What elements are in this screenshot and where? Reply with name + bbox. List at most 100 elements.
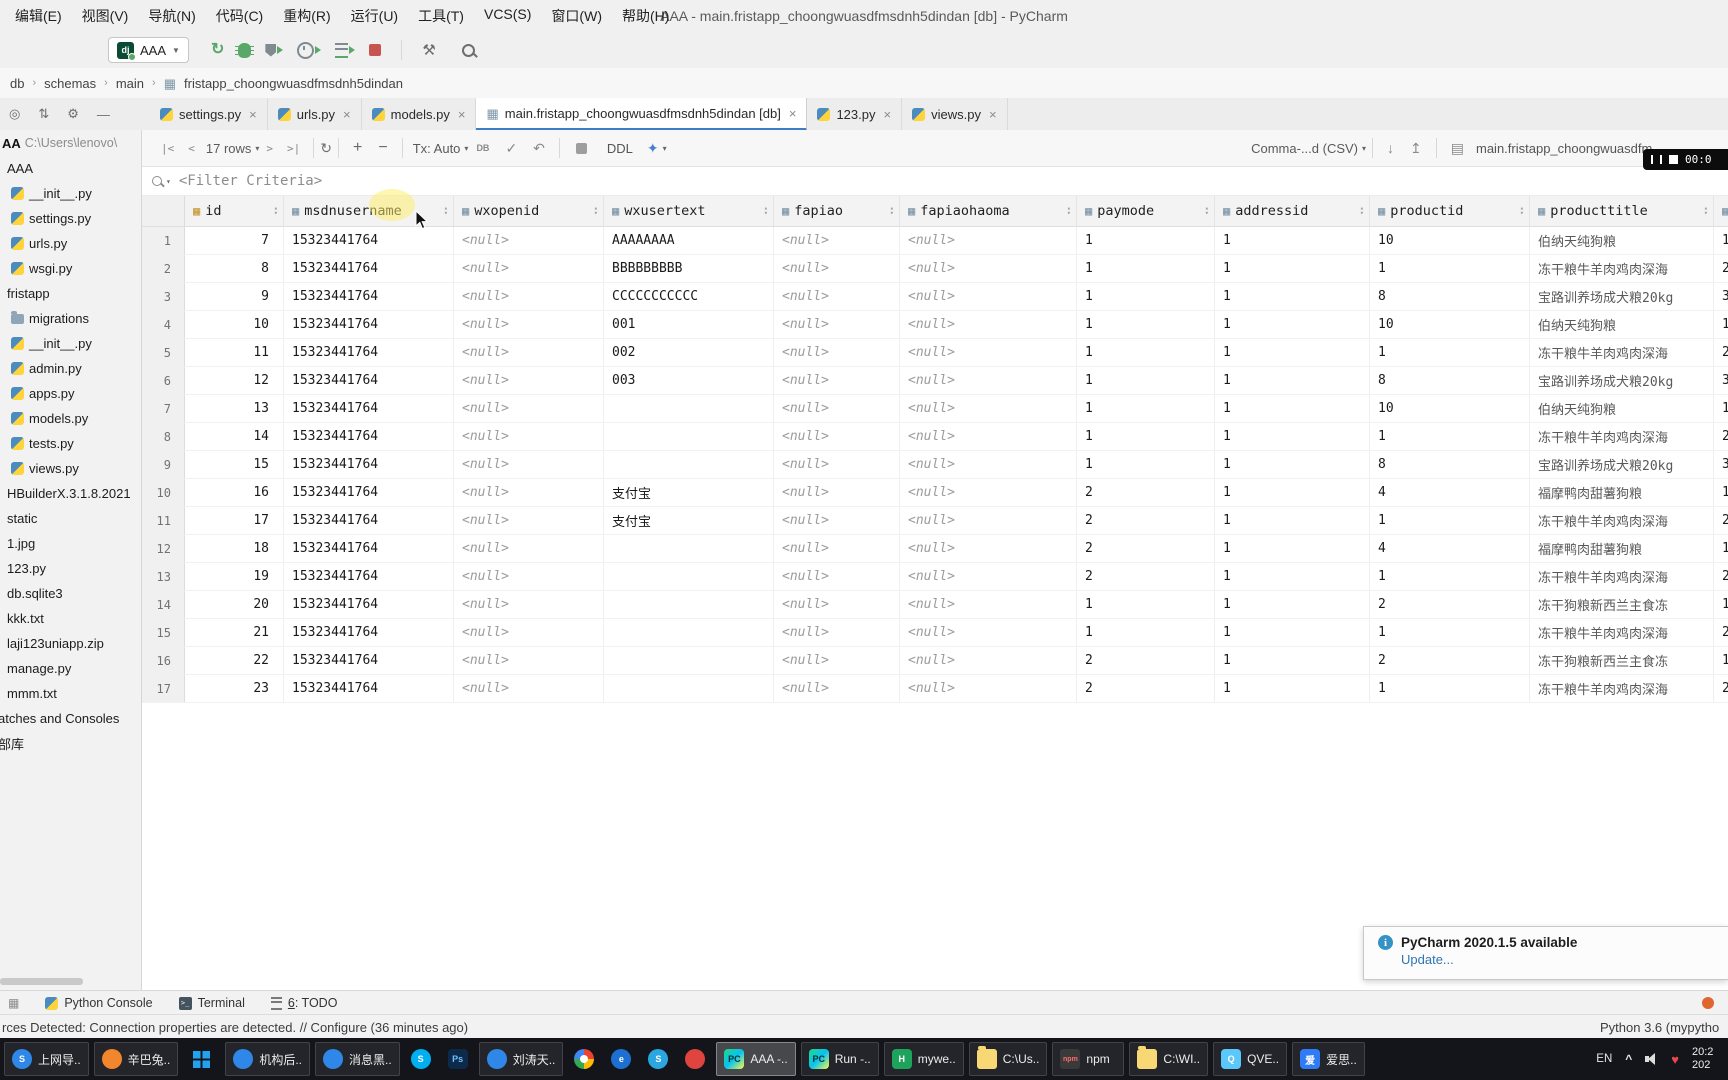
cell-paymode[interactable]: 1 [1077, 395, 1215, 422]
cell-paymode[interactable]: 2 [1077, 647, 1215, 674]
cell-wxusertext[interactable] [604, 395, 774, 422]
cell-producttitle[interactable]: 宝路训养场成犬粮20kg [1530, 283, 1714, 310]
cell-producttitle[interactable]: 冻干粮牛羊肉鸡肉深海 [1530, 423, 1714, 450]
commit-icon[interactable]: ✓ [505, 139, 518, 156]
cell-addressid[interactable]: 1 [1215, 619, 1370, 646]
cell-fapiaohaoma[interactable]: <null> [900, 423, 1077, 450]
cell-productid[interactable]: 10 [1370, 311, 1530, 338]
cell-wxopenid[interactable]: <null> [454, 591, 604, 618]
project-header[interactable]: AA C:\Users\lenovo\ [0, 130, 141, 156]
cell-extra[interactable]: 3 [1714, 451, 1728, 478]
stop-icon[interactable] [1669, 155, 1678, 164]
transaction-mode-selector[interactable]: Tx: Auto [412, 140, 461, 156]
cell-addressid[interactable]: 1 [1215, 227, 1370, 254]
table-row[interactable]: 9 15 15323441764 <null> <null> <null> 1 1 8 宝路训养场… [142, 451, 1728, 479]
table-row[interactable]: 8 14 15323441764 <null> <null> <null> 1 1 1 冻干粮牛羊… [142, 423, 1728, 451]
cell-paymode[interactable]: 2 [1077, 479, 1215, 506]
cell-productid[interactable]: 1 [1370, 507, 1530, 534]
cell-producttitle[interactable]: 伯纳天纯狗粮 [1530, 227, 1714, 254]
cell-paymode[interactable]: 1 [1077, 339, 1215, 366]
cell-addressid[interactable]: 1 [1215, 283, 1370, 310]
run-concurrency-button[interactable] [335, 42, 356, 58]
column-header-id[interactable]: ▦ id ▴ ▾ [185, 196, 284, 226]
cell-fapiaohaoma[interactable]: <null> [900, 311, 1077, 338]
taskbar-item-QVE..[interactable]: Q QVE.. [1213, 1042, 1288, 1076]
taskbar-item-辛巴兔..[interactable]: 辛巴兔.. [93, 1042, 179, 1076]
cell-msdnusername[interactable]: 15323441764 [284, 591, 454, 618]
cell-fapiaohaoma[interactable]: <null> [900, 535, 1077, 562]
cell-msdnusername[interactable]: 15323441764 [284, 619, 454, 646]
cell-productid[interactable]: 2 [1370, 647, 1530, 674]
cell-wxopenid[interactable]: <null> [454, 339, 604, 366]
cell-wxopenid[interactable]: <null> [454, 283, 604, 310]
cell-producttitle[interactable]: 宝路训养场成犬粮20kg [1530, 451, 1714, 478]
cell-fapiao[interactable]: <null> [774, 367, 900, 394]
cell-wxusertext[interactable]: CCCCCCCCCCC [604, 283, 774, 310]
aisi-tray-icon[interactable]: ♥ [1671, 1051, 1679, 1067]
run-coverage-button[interactable] [265, 43, 284, 57]
cell-productid[interactable]: 8 [1370, 283, 1530, 310]
tree-item-static[interactable]: static [0, 506, 141, 531]
cell-msdnusername[interactable]: 15323441764 [284, 227, 454, 254]
input-language-indicator[interactable]: EN [1596, 1053, 1613, 1065]
column-header-wxopenid[interactable]: ▦ wxopenid ▴ ▾ [454, 196, 604, 226]
cell-fapiaohaoma[interactable]: <null> [900, 367, 1077, 394]
cell-productid[interactable]: 1 [1370, 255, 1530, 282]
cell-paymode[interactable]: 1 [1077, 367, 1215, 394]
cell-paymode[interactable]: 2 [1077, 507, 1215, 534]
debug-button[interactable] [235, 42, 255, 58]
cell-wxopenid[interactable]: <null> [454, 367, 604, 394]
cell-addressid[interactable]: 1 [1215, 311, 1370, 338]
cell-id[interactable]: 19 [185, 563, 284, 590]
cell-wxusertext[interactable] [604, 675, 774, 702]
cell-id[interactable]: 10 [185, 311, 284, 338]
cell-fapiaohaoma[interactable]: <null> [900, 619, 1077, 646]
tree-item-manage.py[interactable]: manage.py [0, 656, 141, 681]
sort-icon[interactable]: ▴ ▾ [443, 204, 448, 217]
cell-producttitle[interactable]: 伯纳天纯狗粮 [1530, 311, 1714, 338]
tab-models.py[interactable]: models.py × [361, 98, 477, 130]
taskbar-item-red[interactable] [679, 1042, 711, 1076]
cell-addressid[interactable]: 1 [1215, 647, 1370, 674]
cell-wxopenid[interactable]: <null> [454, 451, 604, 478]
cell-productid[interactable]: 2 [1370, 591, 1530, 618]
cell-extra[interactable]: 1 [1714, 395, 1728, 422]
table-row[interactable]: 3 9 15323441764 <null> CCCCCCCCCCC <null> <nul… [142, 283, 1728, 311]
tree-item-migrations[interactable]: migrations [0, 306, 141, 331]
cell-addressid[interactable]: 1 [1215, 423, 1370, 450]
cell-addressid[interactable]: 1 [1215, 591, 1370, 618]
cell-fapiao[interactable]: <null> [774, 423, 900, 450]
cell-paymode[interactable]: 1 [1077, 619, 1215, 646]
cell-productid[interactable]: 10 [1370, 395, 1530, 422]
table-row[interactable]: 5 11 15323441764 <null> 002 <null> <null> 1 1 1 冻干… [142, 339, 1728, 367]
table-row[interactable]: 12 18 15323441764 <null> <null> <null> 2 1 4 福摩鸭肉… [142, 535, 1728, 563]
cell-productid[interactable]: 1 [1370, 675, 1530, 702]
taskbar-item-chrome[interactable] [568, 1042, 600, 1076]
cell-id[interactable]: 17 [185, 507, 284, 534]
sort-icon[interactable]: ▴ ▾ [593, 204, 598, 217]
table-row[interactable]: 15 21 15323441764 <null> <null> <null> 1 1 1 冻干粮牛… [142, 619, 1728, 647]
taskbar-item-消息黑..[interactable]: 消息黑.. [315, 1042, 400, 1076]
download-icon[interactable]: ↓ [1387, 140, 1395, 156]
python-console-button[interactable]: Python Console [45, 996, 153, 1010]
tree-item-apps.py[interactable]: apps.py [0, 381, 141, 406]
tree-item-kkk.txt[interactable]: kkk.txt [0, 606, 141, 631]
cell-wxusertext[interactable]: 002 [604, 339, 774, 366]
cell-msdnusername[interactable]: 15323441764 [284, 563, 454, 590]
cell-msdnusername[interactable]: 15323441764 [284, 395, 454, 422]
update-notification[interactable]: i PyCharm 2020.1.5 available Update... [1363, 926, 1728, 980]
cell-wxusertext[interactable]: 支付宝 [604, 479, 774, 506]
pause-icon[interactable] [1651, 155, 1662, 164]
tree-item-123.py[interactable]: 123.py [0, 556, 141, 581]
volume-icon[interactable] [1645, 1053, 1658, 1065]
cell-addressid[interactable]: 1 [1215, 507, 1370, 534]
close-icon[interactable]: × [788, 105, 797, 121]
cell-wxusertext[interactable] [604, 619, 774, 646]
cell-paymode[interactable]: 1 [1077, 255, 1215, 282]
wrench-icon[interactable]: ⚒ [422, 42, 436, 59]
cell-id[interactable]: 13 [185, 395, 284, 422]
cell-addressid[interactable]: 1 [1215, 535, 1370, 562]
hide-panel-icon[interactable]: — [96, 106, 110, 122]
close-icon[interactable]: × [249, 106, 257, 122]
cell-productid[interactable]: 10 [1370, 227, 1530, 254]
